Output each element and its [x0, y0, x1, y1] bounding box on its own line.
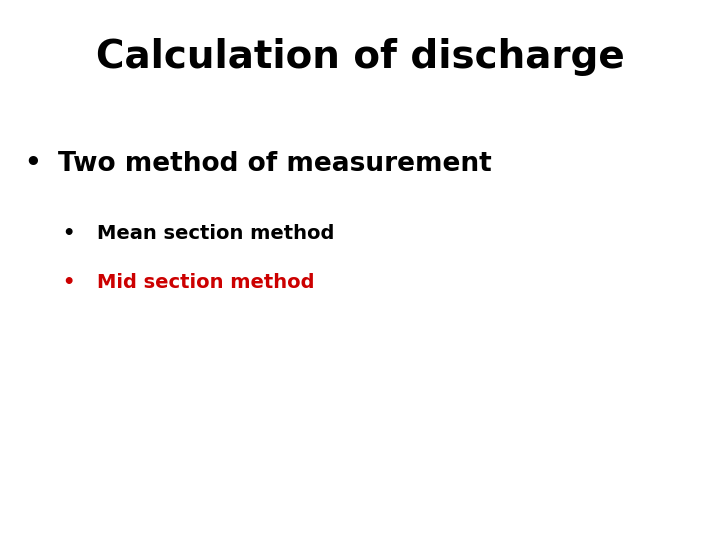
Text: Mean section method: Mean section method — [97, 224, 335, 243]
Text: •: • — [62, 224, 75, 243]
Text: Calculation of discharge: Calculation of discharge — [96, 38, 624, 76]
Text: Mid section method: Mid section method — [97, 273, 315, 292]
Text: Two method of measurement: Two method of measurement — [58, 151, 491, 177]
Text: •: • — [24, 151, 41, 177]
Text: •: • — [62, 273, 75, 292]
